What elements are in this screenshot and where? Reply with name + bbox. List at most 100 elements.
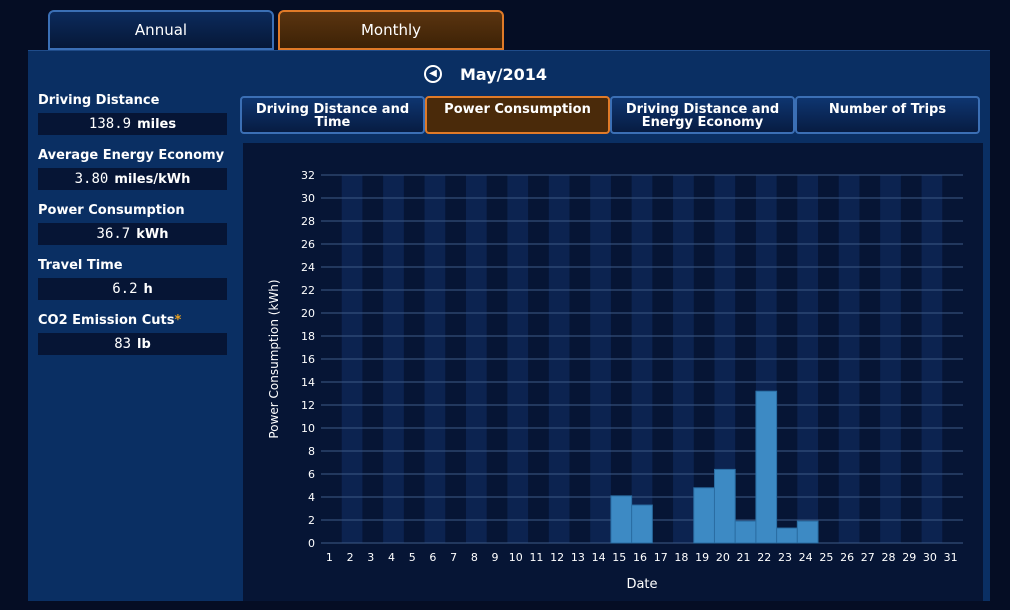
chart-container: 0 2 4 6 8 10 12 14 16 18 20 22 24 26 28 30 32 1 2 3 4 5 6 7 8 9 10…	[243, 143, 983, 601]
x-tick-label: 7	[450, 551, 457, 564]
y-tick-label: 4	[308, 491, 315, 504]
stat-value-power-consumption: 36.7 kWh	[38, 223, 227, 245]
x-axis-title: Date	[626, 577, 657, 592]
y-tick-label: 26	[301, 238, 315, 251]
subtab-label: Power Consumption	[444, 102, 591, 117]
y-tick-label: 0	[308, 537, 315, 550]
bar	[610, 495, 633, 544]
x-tick-label: 10	[509, 551, 523, 564]
x-tick-label: 11	[529, 551, 543, 564]
stat-value: 138.9	[88, 116, 132, 132]
y-tick-label: 24	[301, 261, 315, 274]
x-tick-label: 9	[492, 551, 499, 564]
x-tick-label: 5	[409, 551, 416, 564]
y-tick-label: 16	[301, 353, 315, 366]
y-tick-label: 28	[301, 215, 315, 228]
bar	[693, 487, 715, 544]
x-tick-label: 15	[612, 551, 626, 564]
x-tick-label: 22	[757, 551, 771, 564]
stat-label-driving-distance: Driving Distance	[38, 93, 160, 108]
subtab-number-of-trips[interactable]: Number of Trips	[795, 96, 980, 134]
subtab-power-consumption[interactable]: Power Consumption	[425, 96, 610, 134]
subtab-label: Driving Distance and Energy Economy	[625, 102, 780, 130]
bar	[631, 504, 653, 544]
stat-label-travel-time: Travel Time	[38, 258, 123, 273]
stat-unit: h	[143, 281, 153, 297]
stat-value: 3.80	[74, 171, 109, 187]
subtab-driving-distance-and-time[interactable]: Driving Distance and Time	[240, 96, 425, 134]
y-tick-label: 30	[301, 192, 315, 205]
x-tick-label: 27	[861, 551, 875, 564]
subtab-driving-distance-and-energy-economy[interactable]: Driving Distance and Energy Economy	[610, 96, 795, 134]
x-tick-label: 3	[367, 551, 374, 564]
y-tick-label: 12	[301, 399, 315, 412]
x-tick-label: 1	[326, 551, 333, 564]
stat-label-co2-emission-cuts: CO2 Emission Cuts*	[38, 313, 181, 328]
stat-label-average-energy-economy: Average Energy Economy	[38, 148, 225, 163]
main-panel: ◀ May/2014 Driving Distance 138.9 miles A…	[28, 50, 990, 601]
stat-label-text: CO2 Emission Cuts	[38, 313, 175, 328]
y-tick-label: 18	[301, 330, 315, 343]
y-tick-label: 8	[308, 445, 315, 458]
stat-value-driving-distance: 138.9 miles	[38, 113, 227, 135]
stat-value: 83	[114, 336, 132, 352]
x-tick-label: 20	[716, 551, 730, 564]
x-tick-label: 4	[388, 551, 395, 564]
tab-monthly-label: Monthly	[360, 21, 422, 39]
tab-monthly[interactable]: Monthly	[278, 10, 504, 50]
month-navigator: ◀ May/2014	[424, 63, 547, 85]
stat-value-average-energy-economy: 3.80 miles/kWh	[38, 168, 227, 190]
bar	[713, 468, 736, 544]
x-tick-label: 26	[840, 551, 854, 564]
x-tick-label: 12	[550, 551, 564, 564]
y-tick-label: 22	[301, 284, 315, 297]
y-tick-label: 32	[301, 169, 315, 182]
x-tick-label: 16	[633, 551, 647, 564]
bar	[755, 390, 778, 544]
stat-label-power-consumption: Power Consumption	[38, 203, 185, 218]
previous-month-button[interactable]: ◀	[424, 65, 442, 83]
stat-value-travel-time: 6.2 h	[38, 278, 227, 300]
x-tick-label: 19	[695, 551, 709, 564]
y-tick-label: 20	[301, 307, 315, 320]
x-tick-label: 25	[819, 551, 833, 564]
stat-value: 36.7	[96, 226, 131, 242]
y-tick-label: 10	[301, 422, 315, 435]
subtab-label: Driving Distance and Time	[255, 102, 410, 130]
stat-unit: miles/kWh	[114, 171, 191, 187]
x-tick-label: 21	[737, 551, 751, 564]
bar	[776, 527, 798, 544]
bar	[796, 520, 819, 544]
tab-annual-label: Annual	[134, 21, 188, 39]
x-tick-label: 17	[654, 551, 668, 564]
tab-annual[interactable]: Annual	[48, 10, 274, 50]
y-tick-label: 6	[308, 468, 315, 481]
scrollbar[interactable]	[985, 143, 989, 601]
subtab-label: Number of Trips	[828, 102, 947, 117]
x-tick-label: 8	[471, 551, 478, 564]
x-tick-label: 14	[592, 551, 606, 564]
month-label: May/2014	[460, 64, 548, 84]
chart-subtabs: Driving Distance and Time Power Consumpt…	[240, 96, 980, 134]
x-tick-label: 28	[882, 551, 896, 564]
y-axis-title: Power Consumption (kWh)	[267, 279, 281, 438]
x-tick-label: 29	[902, 551, 916, 564]
stat-value: 6.2	[112, 281, 138, 297]
x-tick-label: 24	[799, 551, 813, 564]
stat-unit: kWh	[136, 226, 169, 242]
x-tick-label: 6	[429, 551, 436, 564]
bar	[734, 520, 757, 544]
y-tick-label: 14	[301, 376, 315, 389]
x-tick-label: 18	[674, 551, 688, 564]
stat-value-co2-emission-cuts: 83 lb	[38, 333, 227, 355]
x-tick-label: 13	[571, 551, 585, 564]
stat-unit: lb	[137, 336, 151, 352]
x-tick-label: 30	[923, 551, 937, 564]
x-tick-label: 23	[778, 551, 792, 564]
x-tick-label: 31	[944, 551, 958, 564]
chevron-left-icon: ◀	[429, 68, 437, 79]
footnote-marker: *	[174, 313, 182, 328]
x-tick-label: 2	[347, 551, 354, 564]
stat-unit: miles	[137, 116, 177, 132]
